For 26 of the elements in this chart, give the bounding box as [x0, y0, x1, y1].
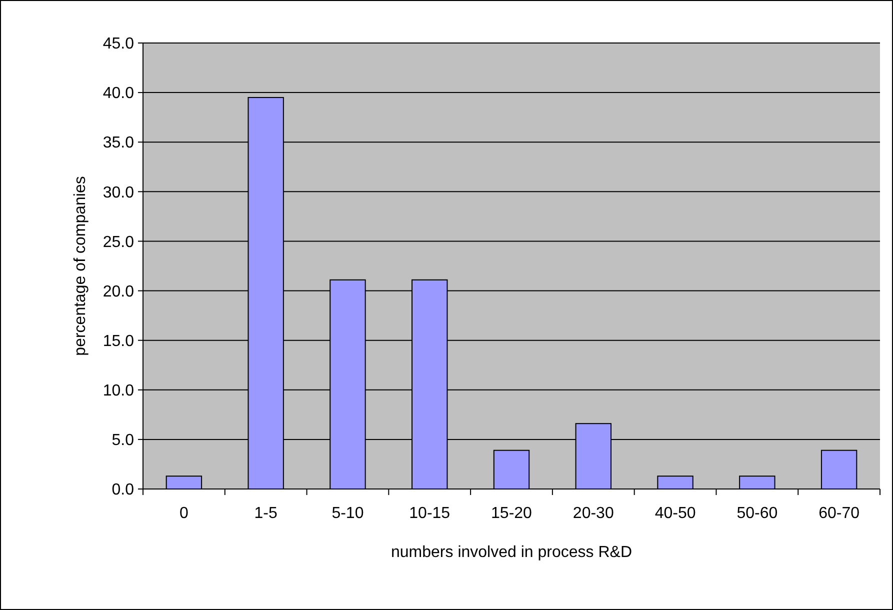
y-axis-title: percentage of companies — [72, 176, 89, 356]
y-tick-label: 40.0 — [102, 85, 134, 102]
bar — [166, 476, 202, 490]
x-tick-label: 0 — [179, 505, 188, 522]
y-tick-label: 35.0 — [102, 134, 134, 152]
bar — [820, 450, 858, 490]
x-axis-title: numbers involved in process R&D — [391, 544, 632, 561]
y-tick-label: 0.0 — [112, 482, 134, 499]
bar — [493, 450, 530, 490]
x-tick-label: 60-70 — [818, 505, 860, 522]
y-tick-label: 30.0 — [102, 184, 134, 202]
x-tick-label: 40-50 — [654, 505, 696, 522]
x-tick-label: 1-5 — [254, 505, 278, 522]
x-tick-label: 15-20 — [491, 505, 532, 522]
y-tick-label: 15.0 — [102, 332, 134, 350]
bar — [739, 476, 776, 490]
x-tick-label: 5-10 — [332, 505, 364, 522]
x-tick-label: 50-60 — [736, 505, 778, 522]
y-tick-label: 20.0 — [102, 283, 134, 300]
x-tick-label: 20-30 — [572, 505, 614, 522]
y-tick-label: 45.0 — [102, 36, 134, 53]
y-tick-label: 10.0 — [102, 382, 134, 400]
y-tick-label: 5.0 — [112, 432, 134, 450]
y-tick-label: 25.0 — [102, 234, 134, 251]
x-tick-label: 10-15 — [409, 505, 450, 522]
bar — [657, 476, 694, 490]
